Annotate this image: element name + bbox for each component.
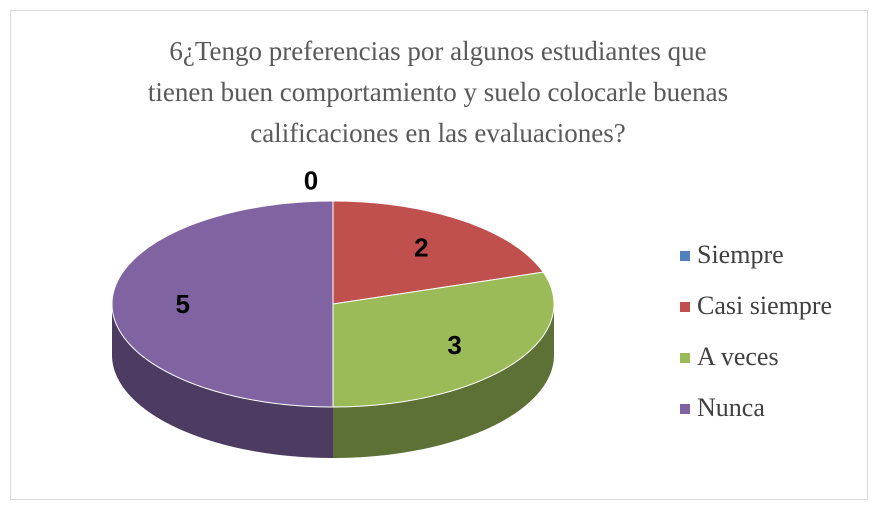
data-label: 0 [304, 165, 318, 195]
chart-title: 6¿Tengo preferencias por algunos estudia… [169, 36, 706, 66]
slice [111, 200, 334, 408]
slice-side [112, 304, 333, 458]
slice-side [333, 304, 554, 458]
slice [332, 271, 555, 408]
legend-swatch [680, 404, 690, 414]
data-label: 3 [447, 330, 461, 360]
legend-swatch [680, 302, 690, 312]
legend-label: Nunca [697, 393, 765, 422]
chart-title: tienen buen comportamiento y suelo coloc… [148, 77, 728, 107]
chart-title: calificaciones en las evaluaciones? [250, 118, 626, 148]
data-label: 5 [175, 289, 189, 319]
data-label: 2 [414, 232, 428, 262]
legend-swatch [680, 251, 690, 261]
legend-swatch [680, 353, 690, 363]
slice [332, 200, 545, 305]
legend-label: A veces [697, 342, 779, 371]
legend-label: Siempre [697, 240, 784, 269]
legend-label: Casi siempre [697, 291, 832, 320]
